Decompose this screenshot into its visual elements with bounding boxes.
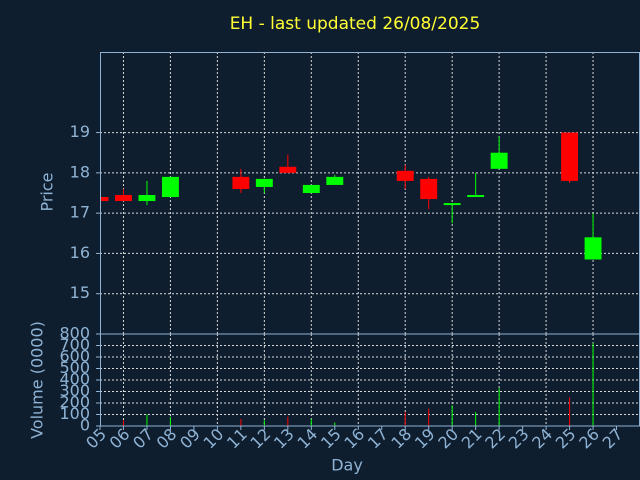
y-tick-label: 15 (70, 283, 90, 302)
y-tick-label: 400 (59, 370, 90, 389)
volume-bar (592, 343, 594, 426)
y-tick-label: 200 (59, 393, 90, 412)
y-tick-label: 17 (70, 203, 90, 222)
volume-bar (287, 416, 289, 426)
volume-bar (263, 420, 265, 426)
volume-bar (569, 397, 571, 426)
volume-bar (169, 416, 171, 426)
candle-body (396, 170, 414, 181)
candle-body (326, 176, 344, 185)
y-tick-label: 16 (70, 243, 90, 262)
candle-body (467, 195, 485, 198)
y-tick-label: 800 (59, 324, 90, 343)
volume-bar (334, 422, 336, 426)
candle-body (232, 176, 250, 189)
candle-body (420, 178, 438, 200)
y-tick-label: 100 (59, 404, 90, 423)
x-axis-label: Day (331, 456, 363, 475)
candle-body (161, 176, 179, 198)
y-tick-label: 19 (70, 122, 90, 141)
y-tick-label: 0 (80, 416, 90, 435)
candle-body (443, 203, 461, 206)
volume-bar (498, 388, 500, 426)
y-axis-label: Price (38, 172, 57, 211)
candle-body (255, 178, 273, 187)
candle-body (115, 195, 132, 202)
volume-bar (451, 405, 453, 426)
candle-body (490, 152, 508, 169)
volume-bar (428, 408, 430, 426)
candle-body (561, 132, 579, 181)
volume-axis-label: Volume (0000) (28, 321, 47, 439)
volume-bar (240, 419, 242, 426)
price-frame (100, 52, 640, 335)
volume-bar (122, 420, 124, 426)
chart-title: EH - last updated 26/08/2025 (230, 14, 481, 34)
candle-body (302, 184, 320, 193)
volume-bar (310, 419, 312, 426)
volume-bar (475, 412, 477, 426)
candle-body (279, 166, 297, 173)
y-tick-label: 500 (59, 358, 90, 377)
y-tick-label: 700 (59, 335, 90, 354)
candle-body (584, 237, 602, 260)
candle-body (100, 197, 109, 202)
x-tick-label: 27 (599, 425, 627, 453)
y-tick-label: 18 (70, 162, 90, 181)
y-tick-label: 600 (59, 347, 90, 366)
y-tick-label: 300 (59, 381, 90, 400)
candle-body (138, 195, 156, 202)
volume-bar (146, 414, 148, 426)
volume-bar (404, 412, 406, 426)
